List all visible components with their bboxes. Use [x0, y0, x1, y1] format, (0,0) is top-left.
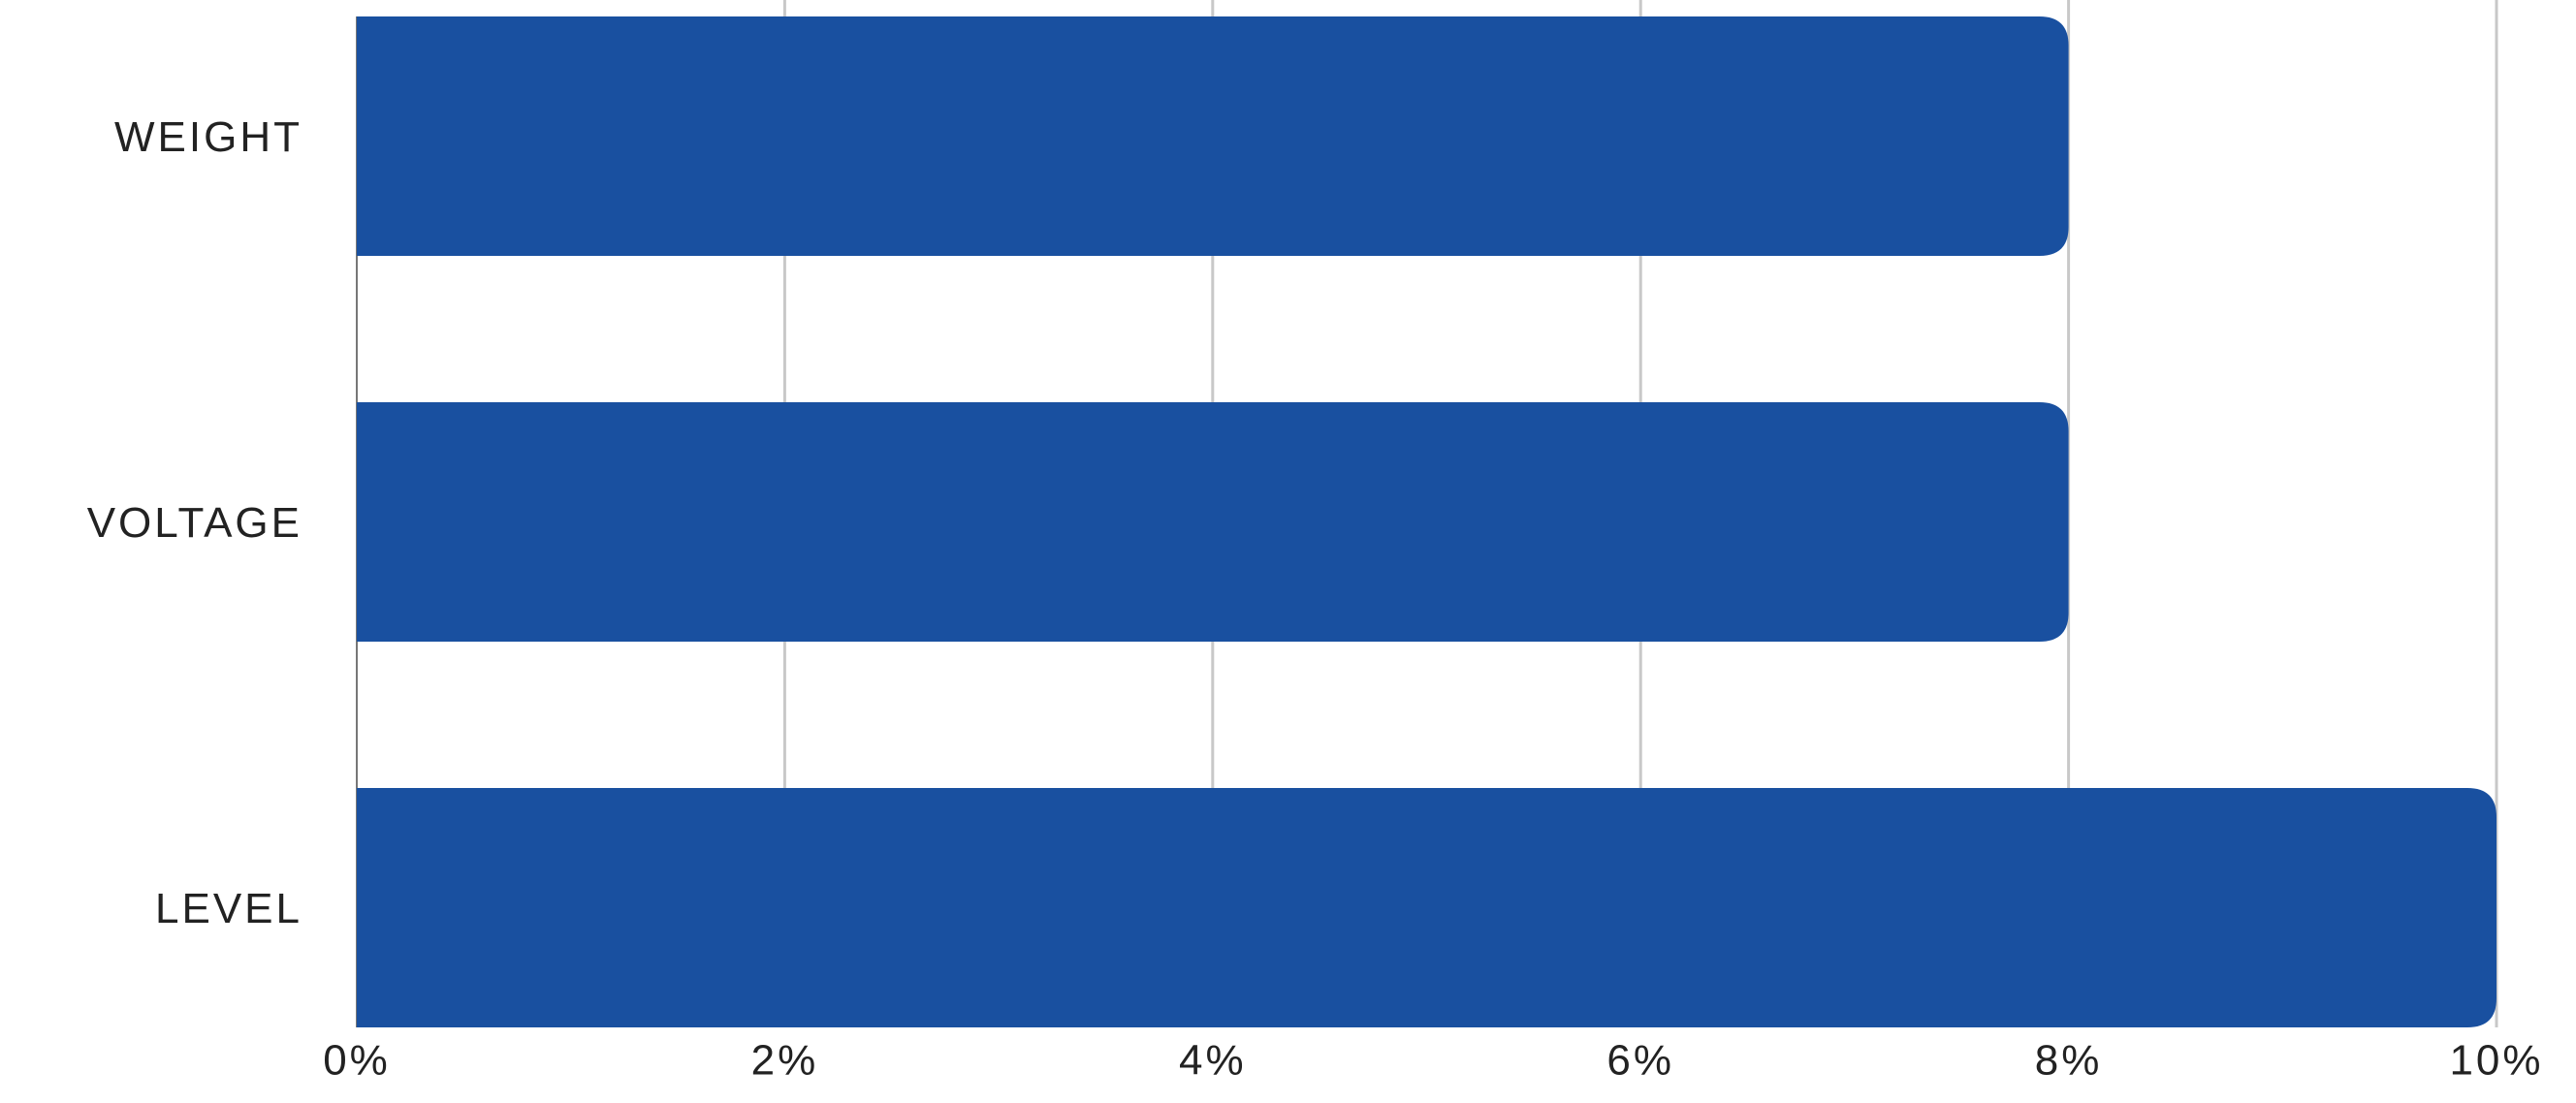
- bar: [357, 16, 2069, 256]
- y-tick-label: VOLTAGE: [87, 499, 302, 547]
- y-tick-label: WEIGHT: [114, 113, 302, 161]
- bar: [357, 402, 2069, 642]
- x-tick-label: 4%: [1179, 1037, 1247, 1085]
- x-tick-label: 8%: [2035, 1037, 2103, 1085]
- x-tick-label: 10%: [2449, 1037, 2543, 1085]
- bar: [357, 788, 2496, 1027]
- x-tick-label: 2%: [751, 1037, 819, 1085]
- x-tick-label: 0%: [323, 1037, 391, 1085]
- x-tick-label: 6%: [1606, 1037, 1674, 1085]
- y-tick-label: LEVEL: [155, 885, 302, 932]
